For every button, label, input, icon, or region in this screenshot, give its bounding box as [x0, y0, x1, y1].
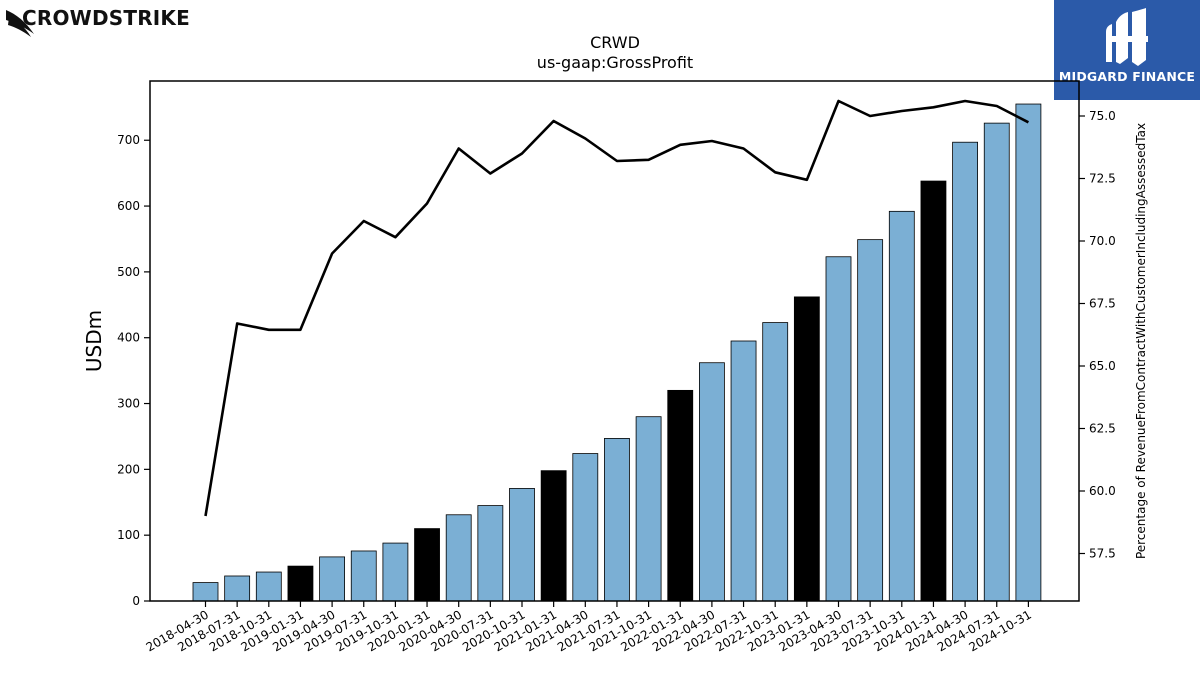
y2-tick-label: 67.5: [1089, 297, 1116, 311]
bar-2020-07-31: [477, 505, 504, 602]
bar-2021-10-31: [635, 416, 662, 602]
chart-subtitle: us-gaap:GrossProfit: [537, 53, 693, 72]
bar-2023-04-30: [825, 256, 852, 602]
y-tick-label: 500: [117, 265, 140, 279]
bar-2022-04-30: [699, 362, 725, 602]
bar-2024-10-31: [1015, 103, 1042, 602]
bar-2019-07-31: [350, 550, 377, 602]
y2-tick-label: 60.0: [1089, 484, 1116, 498]
bar-2021-04-30: [572, 453, 599, 602]
bar-2019-10-31: [382, 542, 409, 602]
y-tick-label: 600: [117, 199, 140, 213]
y-tick-label: 300: [117, 397, 140, 411]
bar-2024-01-31: [920, 180, 947, 602]
midgard-logo-icon: [1106, 8, 1148, 66]
bar-2018-04-30: [192, 582, 219, 602]
y-tick-label: 400: [117, 331, 140, 345]
bar-2022-01-31: [667, 389, 694, 602]
bar-2018-07-31: [224, 575, 251, 602]
bar-2022-07-31: [730, 340, 757, 602]
bar-2020-04-30: [445, 514, 472, 602]
brand-logo: CROWDSTRIKE: [4, 4, 204, 40]
bar-2023-01-31: [793, 296, 820, 602]
plot-frame: [149, 80, 1080, 602]
gross-margin-line: [204, 99, 1029, 517]
y2-tick-label: 65.0: [1089, 359, 1116, 373]
y-tick-label: 100: [117, 528, 140, 542]
publisher-name: MIDGARD FINANCE: [1058, 69, 1196, 84]
bar-2021-07-31: [604, 438, 630, 602]
y2-tick-label: 72.5: [1089, 172, 1116, 186]
publisher-badge: MIDGARD FINANCE: [1054, 0, 1200, 100]
bar-2023-10-31: [888, 210, 915, 602]
bar-2018-10-31: [255, 571, 282, 602]
y-axis-label: USDm: [82, 310, 106, 372]
y2-tick-label: 62.5: [1089, 422, 1116, 436]
bar-2019-04-30: [319, 556, 346, 602]
y2-axis-label: Percentage of RevenueFromContractWithCus…: [1134, 123, 1148, 559]
bar-2024-07-31: [983, 122, 1010, 602]
bar-2022-10-31: [762, 322, 789, 602]
y-tick-label: 700: [117, 133, 140, 147]
y2-tick-label: 57.5: [1089, 547, 1116, 561]
bar-2020-10-31: [509, 488, 535, 602]
bar-2021-01-31: [540, 470, 567, 602]
bar-2024-04-30: [952, 141, 978, 602]
brand-name: CROWDSTRIKE: [22, 6, 190, 30]
bar-2019-01-31: [287, 565, 314, 602]
falcon-icon: [6, 10, 34, 37]
y2-tick-label: 75.0: [1089, 109, 1116, 123]
bar-2020-01-31: [414, 528, 440, 602]
y-tick-label: 200: [117, 462, 140, 476]
chart-title: CRWD: [590, 33, 640, 52]
y2-tick-label: 70.0: [1089, 234, 1116, 248]
bar-2023-07-31: [857, 239, 884, 602]
y-tick-label: 0: [132, 594, 140, 608]
